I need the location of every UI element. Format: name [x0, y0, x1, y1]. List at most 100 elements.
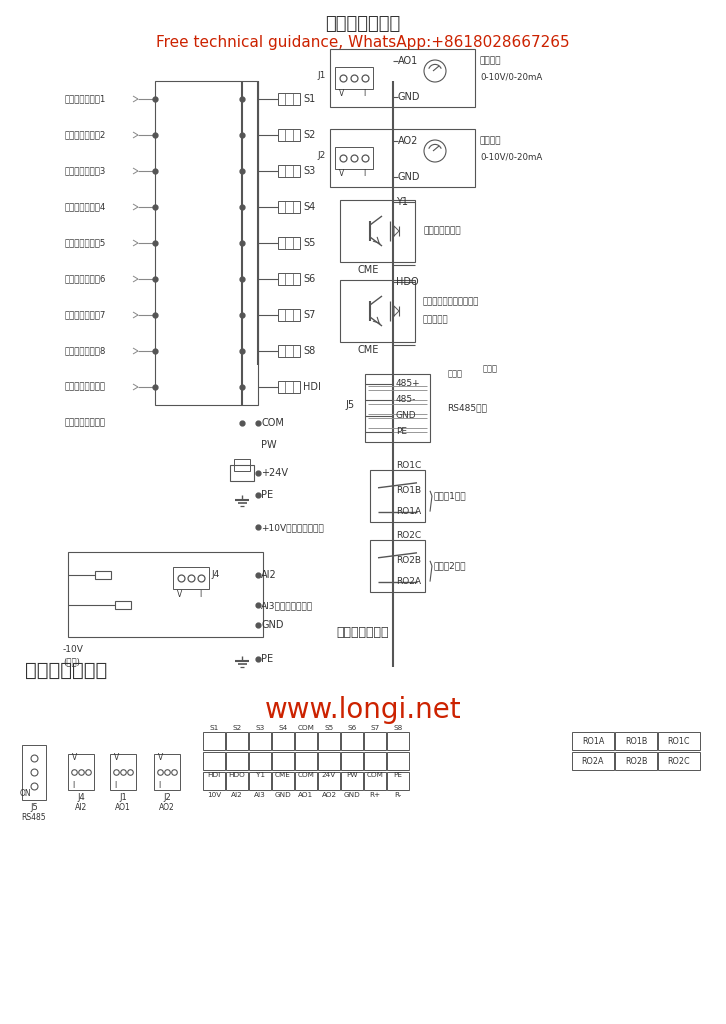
Text: AI2: AI2 — [75, 804, 87, 812]
Bar — [295, 732, 317, 750]
Text: PW: PW — [261, 439, 277, 450]
Text: www.longi.net: www.longi.net — [265, 696, 461, 724]
Text: 24V: 24V — [322, 772, 336, 778]
Text: RO2A: RO2A — [396, 578, 421, 586]
Text: CME: CME — [358, 265, 380, 275]
Bar — [365, 374, 430, 442]
Text: 485-: 485- — [396, 395, 417, 404]
Bar — [364, 772, 386, 790]
Bar — [68, 754, 94, 790]
Text: R+: R+ — [370, 792, 380, 798]
Text: S2: S2 — [303, 130, 315, 140]
Text: RO1A: RO1A — [582, 736, 604, 745]
Text: RO1C: RO1C — [396, 461, 421, 469]
Text: (外接): (外接) — [63, 657, 80, 666]
Bar — [226, 732, 248, 750]
Text: I: I — [114, 780, 116, 790]
Text: RO2A: RO2A — [582, 757, 604, 766]
Text: I: I — [199, 590, 201, 599]
Text: COM: COM — [298, 725, 314, 731]
Text: Free technical guidance, WhatsApp:+8618028667265: Free technical guidance, WhatsApp:+86180… — [156, 35, 570, 49]
Bar — [615, 752, 657, 770]
Text: 多功能输入端子7: 多功能输入端子7 — [65, 310, 107, 319]
Bar — [295, 772, 317, 790]
Text: 多功能输入端子4: 多功能输入端子4 — [65, 203, 107, 212]
Text: RO1A: RO1A — [396, 507, 421, 516]
Text: +24V: +24V — [261, 468, 288, 478]
Bar — [173, 567, 209, 590]
Text: R-: R- — [394, 792, 401, 798]
Text: 集电极开路输出: 集电极开路输出 — [423, 226, 460, 236]
Text: AI3多功能模拟输入: AI3多功能模拟输入 — [261, 601, 313, 610]
Text: Y1: Y1 — [256, 772, 264, 778]
Text: J2: J2 — [317, 151, 325, 160]
Text: V: V — [114, 753, 119, 762]
Text: S4: S4 — [303, 202, 315, 212]
Text: RO1C: RO1C — [668, 736, 690, 745]
Text: HDO: HDO — [396, 278, 419, 287]
Text: S3: S3 — [303, 166, 315, 176]
Text: I: I — [158, 780, 160, 790]
Text: 多功能输入端子2: 多功能输入端子2 — [65, 130, 107, 139]
Bar — [278, 165, 300, 177]
Bar — [330, 129, 475, 187]
Bar — [230, 465, 254, 481]
Bar — [341, 752, 363, 770]
Bar — [278, 381, 300, 393]
Bar — [203, 732, 225, 750]
Bar — [364, 732, 386, 750]
Text: S1: S1 — [209, 725, 219, 731]
Bar — [330, 49, 475, 106]
Text: AO1: AO1 — [115, 804, 131, 812]
Text: COM: COM — [261, 418, 284, 428]
Bar — [155, 81, 258, 406]
Bar — [272, 772, 294, 790]
Bar — [278, 93, 300, 105]
Text: 双绞线: 双绞线 — [448, 370, 463, 379]
Bar — [203, 752, 225, 770]
Bar — [226, 772, 248, 790]
Text: 继电器1输出: 继电器1输出 — [433, 492, 465, 501]
Bar — [278, 273, 300, 285]
Bar — [278, 345, 300, 357]
Text: AI3: AI3 — [254, 792, 266, 798]
Text: 继电器2输出: 继电器2输出 — [433, 561, 465, 570]
Bar — [335, 67, 373, 89]
Bar — [658, 752, 700, 770]
Text: PE: PE — [396, 427, 407, 436]
Text: V: V — [177, 590, 182, 599]
Text: +10V频率设定用电源: +10V频率设定用电源 — [261, 523, 324, 531]
Text: GND: GND — [343, 792, 360, 798]
Text: S2: S2 — [232, 725, 242, 731]
Text: GND: GND — [396, 412, 417, 421]
Text: I: I — [363, 170, 365, 178]
Text: 多功能输入端子3: 多功能输入端子3 — [65, 167, 107, 175]
Text: V: V — [158, 753, 163, 762]
Text: COM: COM — [298, 772, 314, 778]
Text: GND: GND — [398, 92, 420, 102]
Text: J4: J4 — [211, 570, 219, 579]
Text: GND: GND — [398, 172, 420, 182]
Text: S4: S4 — [278, 725, 287, 731]
Text: AO2: AO2 — [322, 792, 337, 798]
Text: AO2: AO2 — [159, 804, 175, 812]
Text: CME: CME — [358, 345, 380, 355]
Text: 模拟输出: 模拟输出 — [480, 136, 502, 145]
Bar — [340, 280, 415, 342]
Bar — [154, 754, 180, 790]
Bar — [68, 552, 263, 637]
Bar — [278, 201, 300, 213]
Text: COM: COM — [367, 772, 383, 778]
Bar — [318, 752, 340, 770]
Text: S6: S6 — [347, 725, 356, 731]
Text: 路输出可选: 路输出可选 — [423, 315, 449, 325]
Bar — [335, 147, 373, 169]
Text: GND: GND — [274, 792, 291, 798]
Text: 控制回路接线图: 控制回路接线图 — [337, 626, 389, 639]
Text: 高速脉冲输入和集: 高速脉冲输入和集 — [65, 383, 106, 391]
Text: 485+: 485+ — [396, 380, 420, 388]
Text: AI2: AI2 — [261, 570, 277, 581]
Text: 控制回路接线图: 控制回路接线图 — [325, 15, 401, 33]
Text: S7: S7 — [303, 310, 315, 319]
Text: 控制端子示意图: 控制端子示意图 — [25, 660, 107, 680]
